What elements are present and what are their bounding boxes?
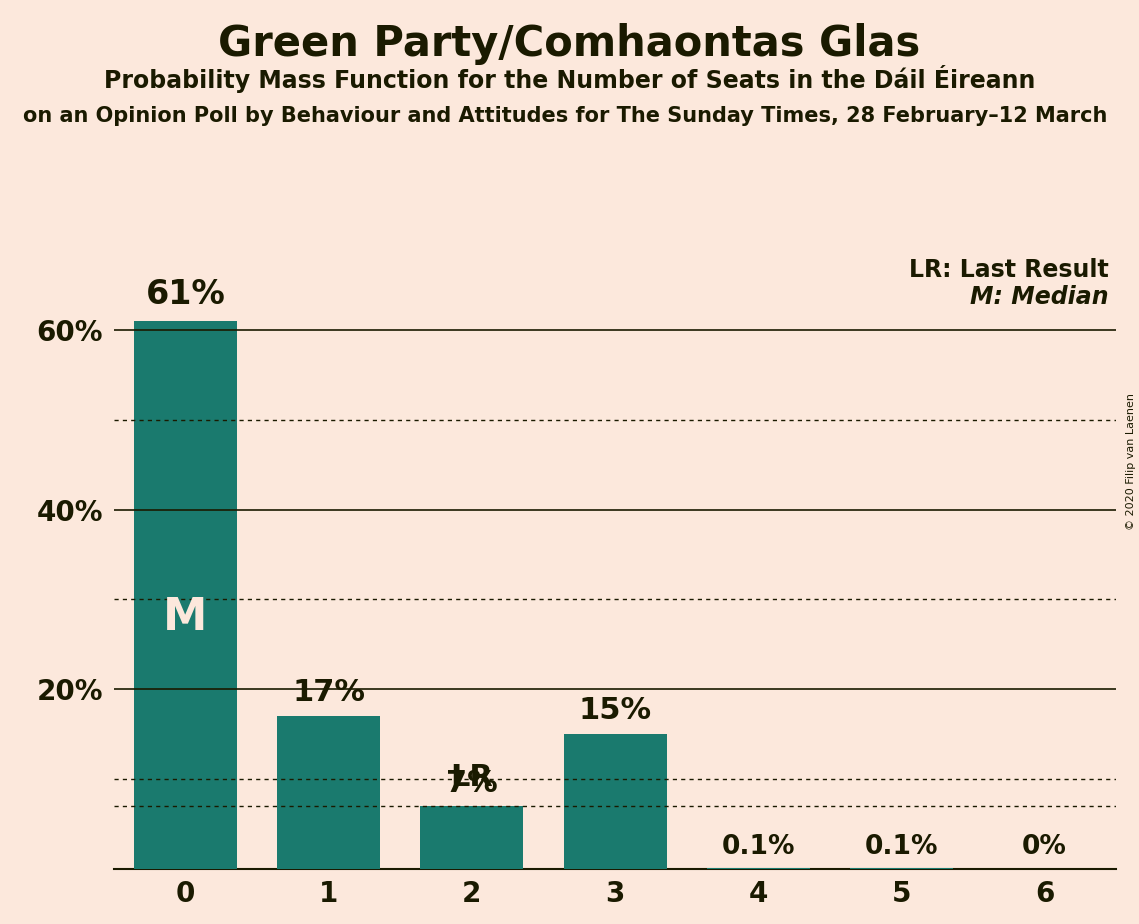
Text: 0%: 0% (1022, 833, 1067, 859)
Text: on an Opinion Poll by Behaviour and Attitudes for The Sunday Times, 28 February–: on an Opinion Poll by Behaviour and Atti… (23, 106, 1107, 127)
Text: 0.1%: 0.1% (865, 833, 939, 859)
Text: 7%: 7% (446, 769, 498, 797)
Text: M: Median: M: Median (970, 286, 1109, 310)
Text: © 2020 Filip van Laenen: © 2020 Filip van Laenen (1125, 394, 1136, 530)
Text: LR: Last Result: LR: Last Result (909, 258, 1109, 282)
Bar (420, 806, 524, 869)
Text: Probability Mass Function for the Number of Seats in the Dáil Éireann: Probability Mass Function for the Number… (104, 65, 1035, 92)
Text: 0.1%: 0.1% (721, 833, 795, 859)
Bar (277, 716, 380, 869)
Text: 61%: 61% (146, 278, 226, 311)
Text: M: M (163, 596, 207, 638)
Text: 17%: 17% (293, 678, 366, 707)
Bar (134, 321, 237, 869)
Text: LR: LR (450, 763, 493, 792)
Text: 15%: 15% (579, 696, 652, 725)
Bar (564, 734, 666, 869)
Text: Green Party/Comhaontas Glas: Green Party/Comhaontas Glas (219, 23, 920, 65)
